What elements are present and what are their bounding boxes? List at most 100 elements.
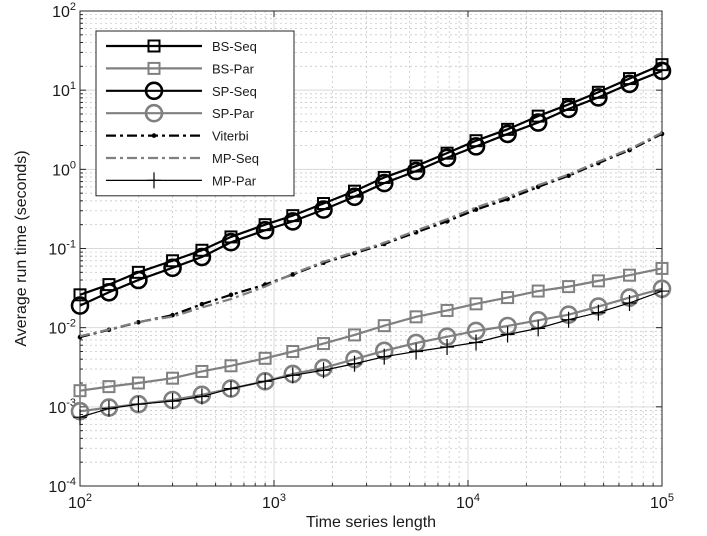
- data-point: [528, 113, 548, 132]
- series-line: [79, 69, 663, 307]
- data-point: [255, 220, 275, 240]
- data-point: [102, 278, 116, 292]
- data-point: [347, 355, 362, 372]
- y-tick-label: 100: [52, 159, 76, 179]
- legend-label: MP-Par: [212, 173, 257, 188]
- data-point: [469, 334, 484, 351]
- data-point: [622, 294, 637, 311]
- data-point: [437, 148, 457, 168]
- data-point: [228, 292, 234, 298]
- data-point: [566, 173, 571, 179]
- data-point: [199, 301, 205, 307]
- data-point: [99, 282, 119, 302]
- data-point: [283, 212, 303, 231]
- data-point: [316, 362, 331, 379]
- data-point: [317, 337, 331, 351]
- data-point: [131, 265, 145, 279]
- data-point: [374, 173, 394, 193]
- data-point: [440, 338, 455, 355]
- data-point: [223, 380, 238, 397]
- data-point: [655, 283, 669, 300]
- y-tick-label: 10-4: [48, 476, 76, 496]
- data-point: [290, 272, 296, 277]
- data-point: [623, 268, 637, 282]
- data-point: [345, 187, 364, 207]
- legend-item: BS-Seq: [106, 39, 257, 54]
- data-point: [258, 351, 272, 365]
- data-point: [258, 373, 273, 390]
- data-point: [101, 400, 116, 417]
- series-group: [70, 58, 672, 426]
- data-point: [194, 388, 209, 405]
- x-tick-label: 105: [650, 492, 674, 512]
- legend: BS-Seq BS-Par SP-Seq SP-Par Viterbi MP-Seq MP-…: [95, 30, 295, 197]
- x-tick-label: 103: [262, 492, 286, 512]
- series-sp-seq: [70, 61, 672, 315]
- data-point: [136, 319, 141, 325]
- data-point: [192, 247, 212, 267]
- series-line: [79, 131, 663, 338]
- data-point: [652, 61, 672, 81]
- data-point: [129, 270, 148, 290]
- data-point: [131, 376, 145, 390]
- data-point: [224, 359, 238, 373]
- legend-label: BS-Seq: [212, 39, 257, 54]
- data-point: [285, 367, 300, 384]
- data-point: [498, 124, 517, 144]
- legend-marker: [147, 61, 161, 75]
- data-point: [559, 99, 578, 119]
- legend-marker: [147, 39, 161, 53]
- data-point: [406, 161, 426, 181]
- data-point: [377, 319, 391, 333]
- data-point: [409, 310, 423, 324]
- series-bs-par: [73, 261, 669, 398]
- legend-item: BS-Par: [106, 61, 255, 76]
- series-viterbi: [77, 131, 665, 340]
- legend-item: SP-Par: [106, 103, 255, 123]
- legend-item: MP-Par: [106, 172, 257, 189]
- data-point: [562, 280, 576, 294]
- y-axis-label: Average run time (seconds): [13, 150, 30, 346]
- y-tick-label: 10-2: [48, 318, 76, 338]
- data-point: [620, 74, 639, 94]
- data-point: [531, 320, 546, 337]
- data-point: [409, 343, 424, 360]
- x-tick-label: 102: [68, 492, 92, 512]
- data-point: [501, 291, 515, 305]
- series-sp-par: [70, 279, 672, 421]
- series-line: [79, 290, 663, 418]
- legend-label: Viterbi: [212, 129, 249, 144]
- series-mp-seq: [79, 131, 663, 338]
- data-point: [221, 232, 241, 252]
- legend-item: SP-Seq: [106, 81, 257, 101]
- data-point: [348, 328, 362, 342]
- data-point: [131, 396, 146, 413]
- legend-item: Viterbi: [106, 129, 249, 144]
- data-point: [166, 371, 180, 385]
- data-point: [591, 274, 605, 288]
- legend-marker: [147, 172, 161, 189]
- data-point: [163, 258, 182, 278]
- y-tick-label: 10-3: [48, 397, 76, 417]
- data-point: [473, 207, 479, 212]
- data-point: [165, 393, 180, 410]
- axis-ticks: 102 103 104 105 10-4 10-3 10-2 10-1 100 101 102: [48, 1, 674, 512]
- data-point: [500, 326, 515, 343]
- legend-marker: [144, 103, 164, 123]
- legend-label: MP-Seq: [212, 151, 259, 166]
- legend-item: MP-Seq: [106, 151, 259, 166]
- data-point: [591, 304, 606, 321]
- legend-marker: [144, 81, 164, 101]
- series-line: [79, 132, 663, 339]
- y-tick-label: 10-1: [48, 239, 76, 259]
- data-point: [440, 303, 454, 317]
- data-point: [73, 409, 87, 426]
- data-point: [469, 297, 483, 311]
- series-mp-par: [73, 283, 669, 426]
- x-axis-label: Time series length: [306, 514, 436, 531]
- data-point: [589, 88, 608, 107]
- legend-label: BS-Par: [212, 61, 255, 76]
- data-point: [195, 364, 209, 378]
- data-point: [531, 284, 545, 298]
